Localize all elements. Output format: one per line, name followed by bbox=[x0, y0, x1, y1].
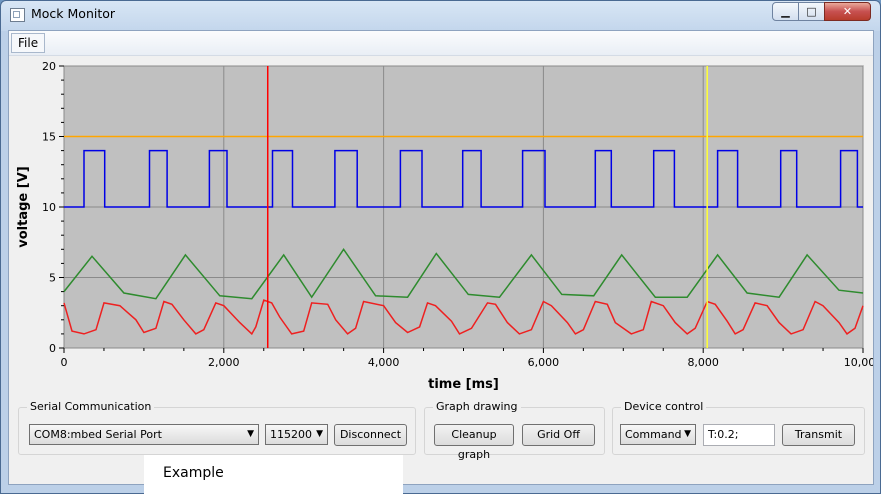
series-line-1 bbox=[64, 149, 863, 208]
y-tick-label: 10 bbox=[42, 201, 56, 214]
x-tick-label: 4,000 bbox=[368, 356, 400, 369]
device-group-label: Device control bbox=[621, 400, 707, 413]
command-select[interactable]: Command ▼ bbox=[620, 424, 696, 445]
graph-group-label: Graph drawing bbox=[433, 400, 521, 413]
series-line-2 bbox=[63, 247, 864, 300]
serial-group-label: Serial Communication bbox=[27, 400, 155, 413]
baud-rate-select[interactable]: 115200 ▼ bbox=[265, 424, 328, 445]
x-tick-label: 6,000 bbox=[528, 356, 560, 369]
baud-rate-value: 115200 bbox=[270, 428, 312, 441]
window-title: Mock Monitor bbox=[31, 6, 116, 21]
x-tick-label: 8,000 bbox=[687, 356, 719, 369]
x-axis-label: time [ms] bbox=[428, 377, 499, 392]
menu-file[interactable]: File bbox=[11, 33, 46, 53]
cleanup-graph-button[interactable]: Cleanup graph bbox=[434, 424, 514, 461]
serial-port-value: COM8:mbed Serial Port bbox=[34, 428, 162, 441]
maximize-button[interactable]: □ bbox=[798, 2, 825, 21]
example-popup: Example bbox=[144, 455, 403, 494]
y-tick-label: 20 bbox=[42, 60, 56, 73]
x-tick-label: 2,000 bbox=[208, 356, 240, 369]
example-label: Example bbox=[163, 465, 224, 481]
close-button[interactable]: ✕ bbox=[824, 2, 871, 21]
chevron-down-icon: ▼ bbox=[247, 429, 254, 439]
y-tick-label: 0 bbox=[49, 342, 56, 355]
x-tick-label: 10,000 bbox=[844, 356, 873, 369]
client-area: File 0 2,000 4,000 6,000 8,000 10,000 0 5 10 15 20… bbox=[8, 30, 881, 485]
y-tick-label: 15 bbox=[42, 131, 56, 144]
grid-toggle-button[interactable]: Grid Off bbox=[522, 424, 595, 446]
transmit-button[interactable]: Transmit bbox=[782, 424, 855, 446]
title-bar[interactable]: Mock Monitor ▁ □ ✕ bbox=[1, 1, 880, 29]
serial-communication-group: Serial Communication COM8:mbed Serial Po… bbox=[18, 400, 416, 455]
menu-bar: File bbox=[9, 31, 873, 56]
y-tick-label: 5 bbox=[49, 272, 56, 285]
command-input[interactable]: T:0.2; bbox=[703, 424, 775, 446]
minimize-button[interactable]: ▁ bbox=[772, 2, 799, 21]
command-value: Command bbox=[625, 428, 682, 441]
chart-svg: 0 2,000 4,000 6,000 8,000 10,000 0 5 10 15 20 time … bbox=[16, 60, 881, 392]
disconnect-button[interactable]: Disconnect bbox=[334, 424, 407, 446]
series-line-3 bbox=[63, 299, 864, 336]
device-control-group: Device control Command ▼ T:0.2; Transmit bbox=[612, 400, 865, 455]
chevron-down-icon: ▼ bbox=[316, 429, 323, 439]
y-axis-label: voltage [V] bbox=[16, 166, 31, 247]
chevron-down-icon: ▼ bbox=[684, 429, 691, 439]
serial-port-select[interactable]: COM8:mbed Serial Port ▼ bbox=[29, 424, 259, 445]
graph-drawing-group: Graph drawing Cleanup graph Grid Off bbox=[424, 400, 605, 461]
voltage-chart: 0 2,000 4,000 6,000 8,000 10,000 0 5 10 15 20 time … bbox=[9, 56, 881, 402]
x-tick-label: 0 bbox=[61, 356, 68, 369]
app-icon bbox=[10, 8, 25, 22]
